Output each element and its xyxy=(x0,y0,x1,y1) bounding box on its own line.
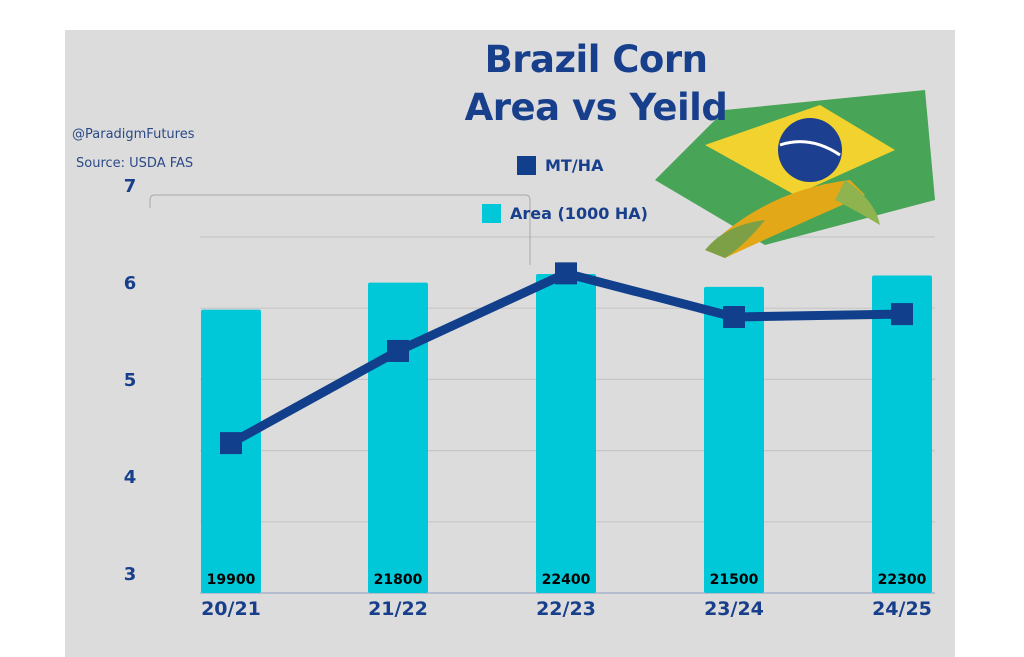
yield-marker-22/23 xyxy=(555,262,577,285)
legend-label-yield: MT/HA xyxy=(545,156,604,175)
legend-swatch-yield xyxy=(517,156,536,175)
chart-panel: Brazil Corn Area vs Yeild @ParadigmFutur… xyxy=(65,30,955,657)
bar-22/23 xyxy=(536,274,596,593)
y-tick-label: 7 xyxy=(123,176,137,197)
chart-subtitle: Area vs Yeild xyxy=(464,86,728,129)
bar-23/24 xyxy=(704,286,764,593)
x-tick-label: 24/25 xyxy=(872,598,932,620)
y-tick-label: 4 xyxy=(123,467,137,488)
x-tick-label: 22/23 xyxy=(536,598,596,620)
yield-marker-20/21 xyxy=(220,432,242,455)
y-tick-label: 3 xyxy=(123,564,137,585)
bar-24/25 xyxy=(872,275,932,593)
bar-data-label: 21500 xyxy=(709,572,759,588)
source-annotation: Source: USDA FAS xyxy=(76,156,194,171)
yield-marker-21/22 xyxy=(387,339,409,362)
bar-data-label: 22400 xyxy=(541,572,591,588)
yield-marker-23/24 xyxy=(723,306,745,329)
x-tick-label: 23/24 xyxy=(704,598,764,620)
y-tick-label: 5 xyxy=(123,370,137,391)
legend-item-yield: MT/HA xyxy=(517,156,603,175)
legend-item-area: Area (1000 HA) xyxy=(482,204,648,223)
y-tick-label: 6 xyxy=(123,273,137,294)
connector-line xyxy=(149,194,531,265)
bar-data-label: 21800 xyxy=(373,572,423,588)
brazil-flag-corn-icon xyxy=(655,90,935,258)
x-tick-label: 21/22 xyxy=(368,598,428,620)
bar-data-label: 19900 xyxy=(206,572,256,588)
handle-annotation: @ParadigmFutures xyxy=(72,127,195,142)
legend-swatch-area xyxy=(482,204,501,223)
x-tick-label: 20/21 xyxy=(201,598,261,620)
bar-21/22 xyxy=(368,282,428,593)
yield-marker-24/25 xyxy=(891,303,913,326)
bar-data-label: 22300 xyxy=(877,572,927,588)
chart-svg xyxy=(149,90,935,594)
chart-title: Brazil Corn xyxy=(484,38,708,81)
legend-label-area: Area (1000 HA) xyxy=(510,204,648,223)
